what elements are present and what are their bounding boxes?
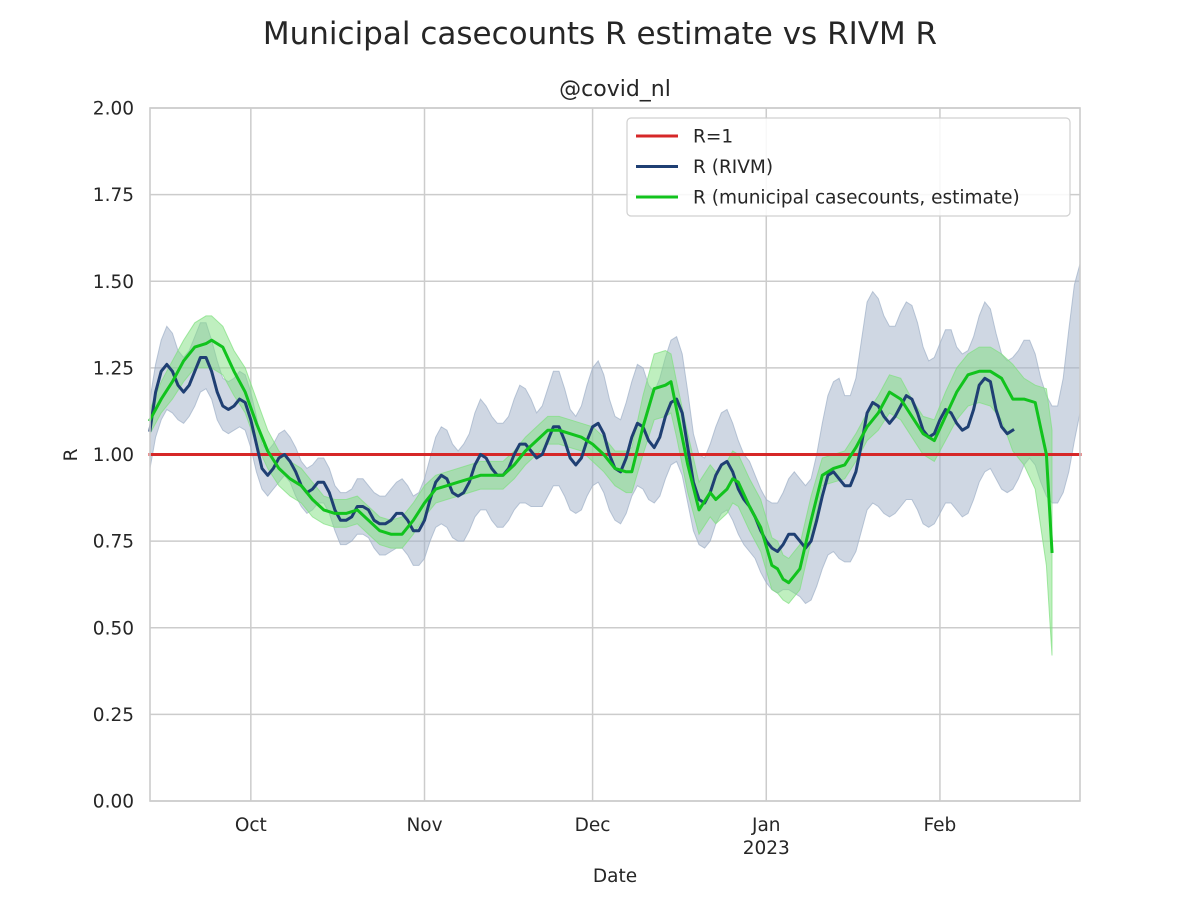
legend: R=1 R (RIVM) R (municipal casecounts, esti… xyxy=(626,117,1071,217)
series-line-r-rivm xyxy=(148,356,1015,553)
x-tick-sublabel: 2023 xyxy=(743,838,790,859)
y-tick-label: 1.75 xyxy=(93,185,134,206)
legend-box xyxy=(626,117,1071,217)
y-tick-label: 1.50 xyxy=(93,272,134,293)
y-axis-label: R xyxy=(61,448,82,461)
x-tick-label: Feb xyxy=(924,815,957,836)
x-tick-label: Oct xyxy=(235,815,267,836)
legend-label: R (RIVM) xyxy=(693,157,773,178)
y-tick-label: 0.50 xyxy=(93,618,134,639)
axes-frame xyxy=(149,107,1081,802)
x-tick-label: Jan xyxy=(751,815,781,836)
y-tick-label: 0.00 xyxy=(93,792,134,813)
x-tick-label: Dec xyxy=(575,815,611,836)
axes-border xyxy=(149,107,1081,802)
y-tick-label: 0.75 xyxy=(93,532,134,553)
y-tick-label: 1.25 xyxy=(93,358,134,379)
y-tick-label: 0.25 xyxy=(93,705,134,726)
legend-label: R=1 xyxy=(693,127,733,148)
legend-label: R (municipal casecounts, estimate) xyxy=(693,188,1020,209)
chart-subtitle: @covid_nl xyxy=(559,77,671,102)
x-axis-label: Date xyxy=(593,866,637,887)
series-lines xyxy=(147,338,1082,585)
tick-labels: 0.00 0.25 0.50 0.75 1.00 1.25 1.50 1.75 2.00 Oct N… xyxy=(93,99,957,860)
series-line-r-municipal-casecounts-estimate xyxy=(147,338,1054,585)
x-tick-label: Nov xyxy=(406,815,442,836)
y-tick-label: 2.00 xyxy=(93,99,134,120)
chart-title: Municipal casecounts R estimate vs RIVM … xyxy=(263,16,937,52)
y-tick-label: 1.00 xyxy=(93,445,134,466)
